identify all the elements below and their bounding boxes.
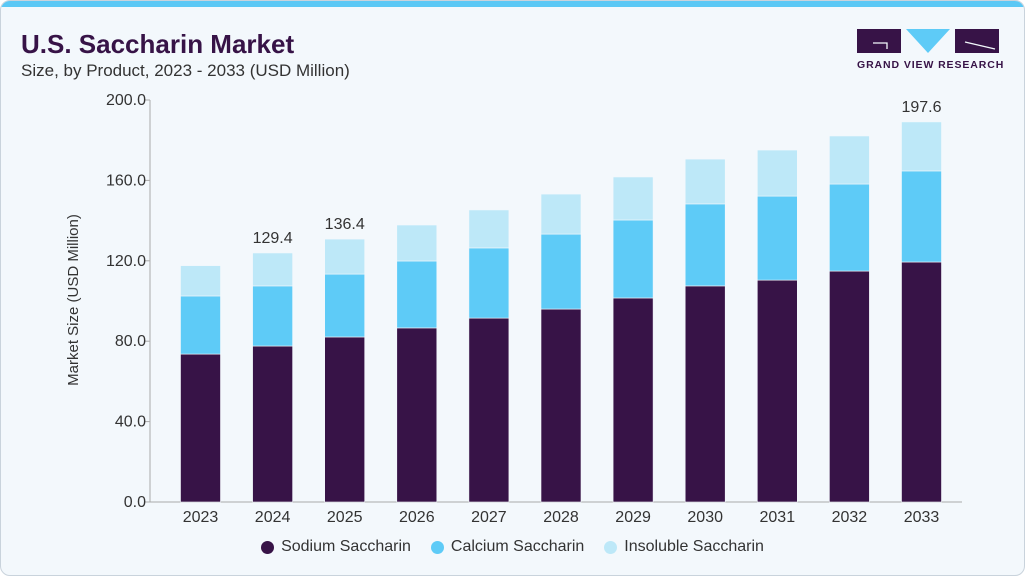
logo-text: GRAND VIEW RESEARCH [857,59,1005,71]
x-tick-label: 2027 [471,509,507,526]
bar-insoluble-saccharin [756,149,798,197]
bar-calcium-saccharin [252,285,293,347]
accent-bar [1,1,1024,7]
bar-insoluble-saccharin [324,238,366,275]
x-tick-label: 2032 [832,509,868,526]
legend-label: Calcium Saccharin [450,538,585,555]
x-tick-label: 2029 [615,509,651,526]
bar-insoluble-saccharin [540,193,582,235]
y-tick-label: 200.0 [106,92,146,109]
bar-sodium-saccharin [324,336,366,503]
bar-calcium-saccharin [324,273,366,338]
y-tick-label: 40.0 [115,414,146,431]
bar-calcium-saccharin [829,183,870,272]
legend-swatch [604,540,618,554]
x-tick-label: 2026 [399,509,435,526]
bar-insoluble-saccharin [180,265,221,297]
data-label: 136.4 [325,216,365,233]
legend-label: Insoluble Saccharin [624,538,764,555]
bar-insoluble-saccharin [901,121,942,172]
bar-calcium-saccharin [180,295,221,355]
legend-item: Calcium Saccharin [430,538,585,556]
x-tick-label: 2031 [760,509,796,526]
bar-calcium-saccharin [901,170,942,263]
x-tick-label: 2025 [327,509,363,526]
grand-view-research-logo [857,29,999,53]
bar-calcium-saccharin [396,260,438,329]
bar-insoluble-saccharin [468,209,510,249]
bar-sodium-saccharin [252,345,293,503]
legend-label: Sodium Saccharin [281,538,411,555]
y-tick-label: 160.0 [106,172,146,189]
bar-sodium-saccharin [180,353,221,503]
legend: Sodium Saccharin Calcium Saccharin Insolub… [0,538,1025,556]
data-label: 129.4 [253,230,293,247]
bar-calcium-saccharin [684,203,726,287]
bar-sodium-saccharin [756,279,798,503]
bar-insoluble-saccharin [396,224,438,262]
bar-insoluble-saccharin [612,176,654,221]
y-tick-label: 120.0 [106,253,146,270]
y-tick-label: 0.0 [124,494,146,511]
bar-insoluble-saccharin [829,135,870,185]
x-tick-label: 2033 [904,509,940,526]
bar-sodium-saccharin [684,285,726,503]
bar-sodium-saccharin [540,308,582,503]
data-label: 197.6 [901,99,941,116]
bar-sodium-saccharin [829,270,870,503]
bar-sodium-saccharin [396,327,438,503]
bar-calcium-saccharin [468,247,510,319]
x-tick-label: 2024 [255,509,291,526]
bar-sodium-saccharin [901,261,942,503]
x-tick-label: 2030 [687,509,723,526]
bar-insoluble-saccharin [684,158,726,205]
chart-title: U.S. Saccharin Market [21,29,295,59]
legend-swatch [430,540,444,554]
bar-calcium-saccharin [756,195,798,281]
y-axis-label: Market Size (USD Million) [65,214,82,386]
x-tick-label: 2023 [183,509,219,526]
legend-item: Sodium Saccharin [261,538,411,556]
legend-swatch [261,540,275,554]
bar-calcium-saccharin [540,233,582,310]
x-tick-label: 2028 [543,509,579,526]
bar-sodium-saccharin [612,297,654,503]
bar-insoluble-saccharin [252,252,293,287]
chart-subtitle: Size, by Product, 2023 - 2033 (USD Milli… [21,61,350,80]
y-tick-label: 80.0 [115,333,146,350]
bar-sodium-saccharin [468,317,510,503]
bar-calcium-saccharin [612,219,654,299]
legend-item: Insoluble Saccharin [604,538,764,556]
